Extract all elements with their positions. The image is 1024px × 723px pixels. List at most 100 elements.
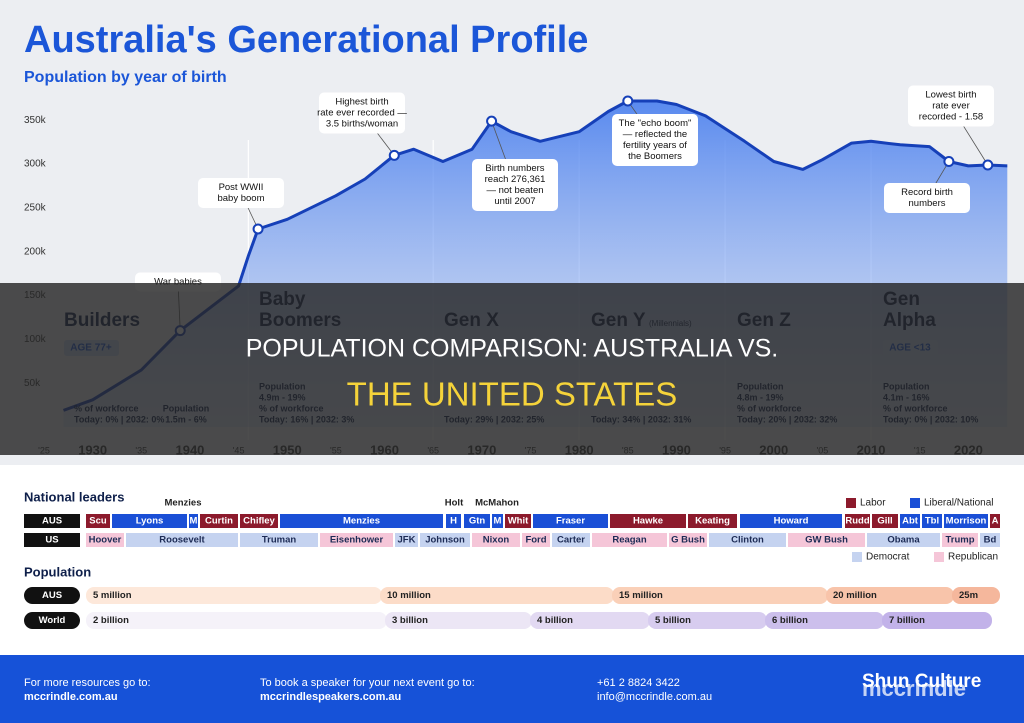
leader-above: McMahon [475, 498, 519, 509]
y-tick-label: 300k [24, 159, 47, 170]
leader-name: Bd [984, 535, 997, 546]
leader-term [552, 533, 590, 547]
population-band [530, 612, 650, 629]
leader-term [867, 533, 940, 547]
leader-term [740, 514, 842, 528]
leader-term [320, 533, 393, 547]
annotation-box [612, 114, 698, 166]
annotation-box [908, 85, 994, 127]
legend-label: Labor [860, 498, 886, 509]
population-band [86, 612, 387, 629]
leader-term [200, 514, 238, 528]
annotation-text: The "echo boom" [619, 118, 692, 129]
leader-name: GW Bush [805, 535, 848, 546]
overlay-title: POPULATION COMPARISON: AUSTRALIA VS. [246, 335, 779, 363]
legend-label: Liberal/National [924, 498, 994, 509]
population-band [765, 612, 884, 629]
leader-name: Ford [525, 535, 546, 546]
row-label: AUS [42, 516, 62, 527]
annotation-text: Highest birth [335, 97, 388, 108]
footer-band [0, 655, 1024, 723]
leader-term [942, 533, 978, 547]
annotation-dot [622, 95, 634, 107]
leader-term [395, 533, 418, 547]
leader-term [688, 514, 737, 528]
leader-name: Gtn [469, 516, 486, 527]
leader-term [492, 514, 503, 528]
leader-name: Roosevelt [159, 535, 205, 546]
leader-term [900, 514, 920, 528]
annotation-text: 3.5 births/woman [326, 119, 398, 130]
leader-term [472, 533, 520, 547]
population-band [385, 612, 532, 629]
leader-term [845, 514, 870, 528]
chart-subtitle: Population by year of birth [24, 69, 227, 86]
leader-above: Holt [445, 498, 464, 509]
annotation-text: reach 276,361 [485, 174, 546, 185]
leader-term [944, 514, 988, 528]
population-label: 4 billion [537, 615, 573, 626]
leader-name: Curtin [205, 516, 233, 527]
leader-term [610, 514, 686, 528]
leader-name: Trump [945, 535, 974, 546]
population-label: 5 million [93, 590, 132, 601]
population-band [380, 587, 614, 604]
annotation-text: until 2007 [494, 196, 535, 207]
leader-name: Gill [877, 516, 892, 527]
leader-name: Menzies [343, 516, 380, 527]
annotation-text: the Boomers [628, 151, 682, 162]
row-label-box [24, 514, 80, 528]
leader-term [240, 514, 278, 528]
leader-term [709, 533, 786, 547]
leader-term [980, 533, 1000, 547]
leader-name: Tbl [925, 516, 939, 527]
overlay-band [0, 283, 1024, 455]
footer-text: To book a speaker for your next event go… [260, 677, 475, 689]
leader-name: Whit [508, 516, 529, 527]
leader-name: Obama [887, 535, 920, 546]
overlay-title: THE UNITED STATES [347, 376, 678, 413]
y-tick-label: 350k [24, 115, 47, 126]
leader-term [533, 514, 608, 528]
annotation-text: — reflected the [623, 129, 687, 140]
population-label: 15 million [619, 590, 663, 601]
annotation-dot [486, 115, 498, 127]
leader-term [446, 514, 461, 528]
annotation-text: rate ever recorded — [317, 108, 407, 119]
leader-name: Truman [262, 535, 297, 546]
annotation-text: Birth numbers [485, 163, 544, 174]
population-band [86, 587, 382, 604]
footer-text: +61 2 8824 3422 [597, 677, 680, 689]
leader-name: Hawke [633, 516, 663, 527]
annotation-text: War babies [154, 277, 202, 288]
row-label-box [24, 533, 80, 547]
annotation-text: baby boom [217, 193, 264, 204]
leader-name: Lyons [136, 516, 164, 527]
leader-term [280, 514, 443, 528]
leader-term [189, 514, 198, 528]
leader-name: Reagan [612, 535, 647, 546]
leader-name: M [494, 516, 502, 527]
footer-logo: mccrindle [862, 676, 966, 701]
legend-label: Democrat [866, 552, 910, 563]
leader-term [669, 533, 707, 547]
population-label: 6 billion [772, 615, 808, 626]
leader-term [464, 514, 490, 528]
population-label: 25m [959, 590, 978, 601]
leader-term [788, 533, 865, 547]
leader-term [505, 514, 531, 528]
leader-name: G Bush [671, 535, 705, 546]
leader-name: Abt [902, 516, 919, 527]
section-title: Population [24, 564, 91, 579]
leader-name: Keating [695, 516, 730, 527]
leader-term [86, 514, 110, 528]
leader-name: Howard [774, 516, 809, 527]
population-band [952, 587, 1000, 604]
leader-term [112, 514, 187, 528]
leader-term [240, 533, 318, 547]
legend-swatch [934, 552, 944, 562]
annotation-dot [982, 159, 994, 171]
leader-term [922, 514, 942, 528]
chart-title: Australia's Generational Profile [24, 19, 588, 61]
